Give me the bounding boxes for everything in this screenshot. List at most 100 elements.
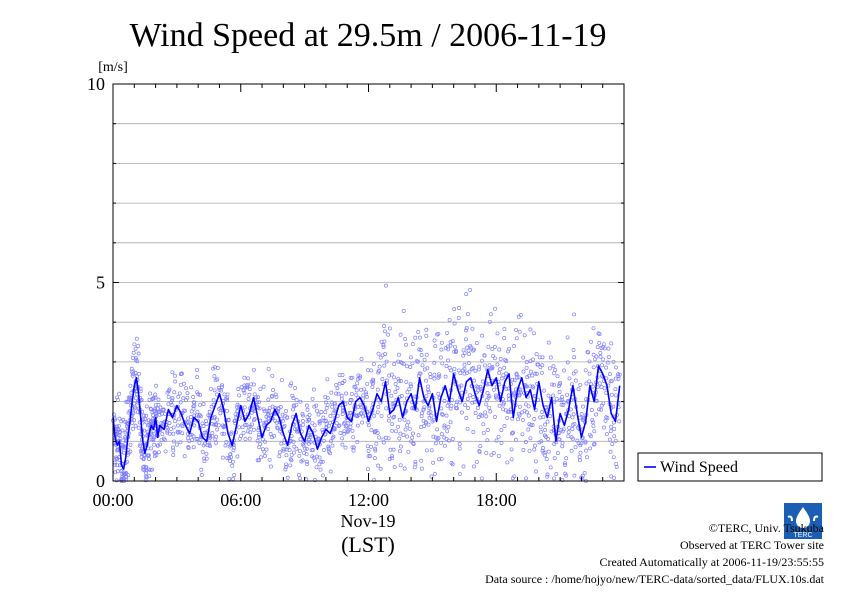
data-point bbox=[600, 363, 604, 368]
data-point bbox=[213, 422, 218, 427]
data-point bbox=[378, 355, 383, 360]
y-tick-label: 10 bbox=[87, 74, 105, 94]
data-point bbox=[551, 364, 556, 369]
data-point bbox=[128, 442, 133, 447]
data-point bbox=[184, 398, 188, 403]
data-point bbox=[543, 428, 547, 432]
data-point bbox=[587, 371, 592, 376]
data-point bbox=[433, 344, 438, 349]
data-point bbox=[533, 459, 538, 464]
data-point bbox=[481, 430, 486, 435]
data-point bbox=[404, 342, 409, 347]
data-point bbox=[506, 393, 511, 398]
data-point bbox=[465, 345, 470, 350]
data-point bbox=[263, 439, 267, 444]
data-point bbox=[418, 348, 423, 352]
data-point bbox=[365, 381, 370, 386]
data-point bbox=[254, 395, 258, 400]
data-point bbox=[551, 393, 556, 398]
data-point bbox=[307, 417, 312, 422]
data-point bbox=[419, 414, 424, 419]
data-point bbox=[422, 357, 427, 362]
data-point bbox=[321, 438, 326, 443]
data-point bbox=[284, 462, 289, 467]
data-point bbox=[435, 437, 440, 442]
data-point bbox=[298, 476, 302, 481]
data-point bbox=[462, 362, 467, 367]
data-point bbox=[418, 371, 423, 376]
data-point bbox=[458, 400, 463, 405]
data-point bbox=[405, 364, 409, 369]
data-point bbox=[226, 417, 231, 422]
data-point bbox=[583, 368, 588, 373]
data-point bbox=[530, 423, 535, 427]
data-point bbox=[473, 411, 478, 415]
data-point bbox=[294, 402, 299, 407]
data-point bbox=[566, 434, 571, 439]
data-point bbox=[227, 444, 232, 449]
data-point bbox=[152, 442, 157, 447]
data-point bbox=[450, 437, 455, 441]
data-point bbox=[311, 455, 316, 460]
data-point bbox=[471, 395, 476, 400]
data-point bbox=[442, 399, 447, 403]
data-point bbox=[392, 362, 397, 367]
data-point bbox=[355, 377, 360, 382]
data-point bbox=[285, 415, 290, 420]
data-point bbox=[252, 392, 257, 397]
data-point bbox=[191, 395, 196, 399]
data-point bbox=[567, 376, 572, 381]
data-point bbox=[524, 410, 529, 415]
data-point bbox=[237, 393, 242, 398]
data-point bbox=[509, 447, 514, 452]
data-point bbox=[377, 435, 382, 440]
data-point bbox=[343, 445, 348, 450]
data-point bbox=[445, 330, 450, 335]
y-axis-ticks: 0 5 10 bbox=[87, 74, 624, 491]
y-tick-label: 5 bbox=[96, 273, 105, 293]
data-point bbox=[521, 355, 526, 360]
data-point bbox=[432, 376, 437, 381]
data-point bbox=[570, 436, 575, 441]
data-point bbox=[454, 403, 459, 407]
data-point bbox=[211, 398, 216, 403]
x-axis-title: (LST) bbox=[341, 532, 395, 557]
data-point bbox=[408, 355, 413, 360]
data-point bbox=[558, 381, 563, 385]
data-point bbox=[318, 419, 323, 424]
data-point bbox=[251, 382, 256, 387]
data-point bbox=[158, 405, 163, 410]
data-point bbox=[161, 407, 166, 412]
data-point bbox=[232, 419, 237, 424]
data-point bbox=[171, 448, 176, 453]
data-point bbox=[492, 414, 497, 419]
data-point bbox=[359, 387, 363, 392]
data-point bbox=[442, 423, 447, 428]
data-point bbox=[459, 390, 464, 395]
data-point bbox=[307, 413, 312, 417]
data-point bbox=[542, 388, 546, 393]
data-point bbox=[384, 435, 388, 440]
data-point bbox=[242, 390, 247, 395]
data-point bbox=[462, 366, 467, 371]
data-point bbox=[359, 411, 364, 416]
data-point bbox=[132, 401, 137, 406]
data-point bbox=[278, 405, 283, 409]
data-point bbox=[560, 478, 565, 483]
data-point bbox=[617, 419, 622, 424]
data-point bbox=[475, 406, 480, 410]
data-point bbox=[413, 459, 418, 464]
data-point bbox=[328, 439, 333, 444]
data-point bbox=[594, 412, 599, 417]
data-point bbox=[232, 445, 236, 450]
data-point bbox=[554, 472, 559, 476]
data-point bbox=[567, 414, 572, 419]
data-point bbox=[146, 418, 151, 423]
data-point bbox=[381, 440, 386, 445]
data-point bbox=[588, 446, 593, 451]
data-point bbox=[424, 352, 429, 357]
data-point bbox=[327, 449, 331, 454]
data-point bbox=[120, 428, 125, 433]
data-point bbox=[494, 438, 499, 443]
data-point bbox=[410, 342, 415, 347]
